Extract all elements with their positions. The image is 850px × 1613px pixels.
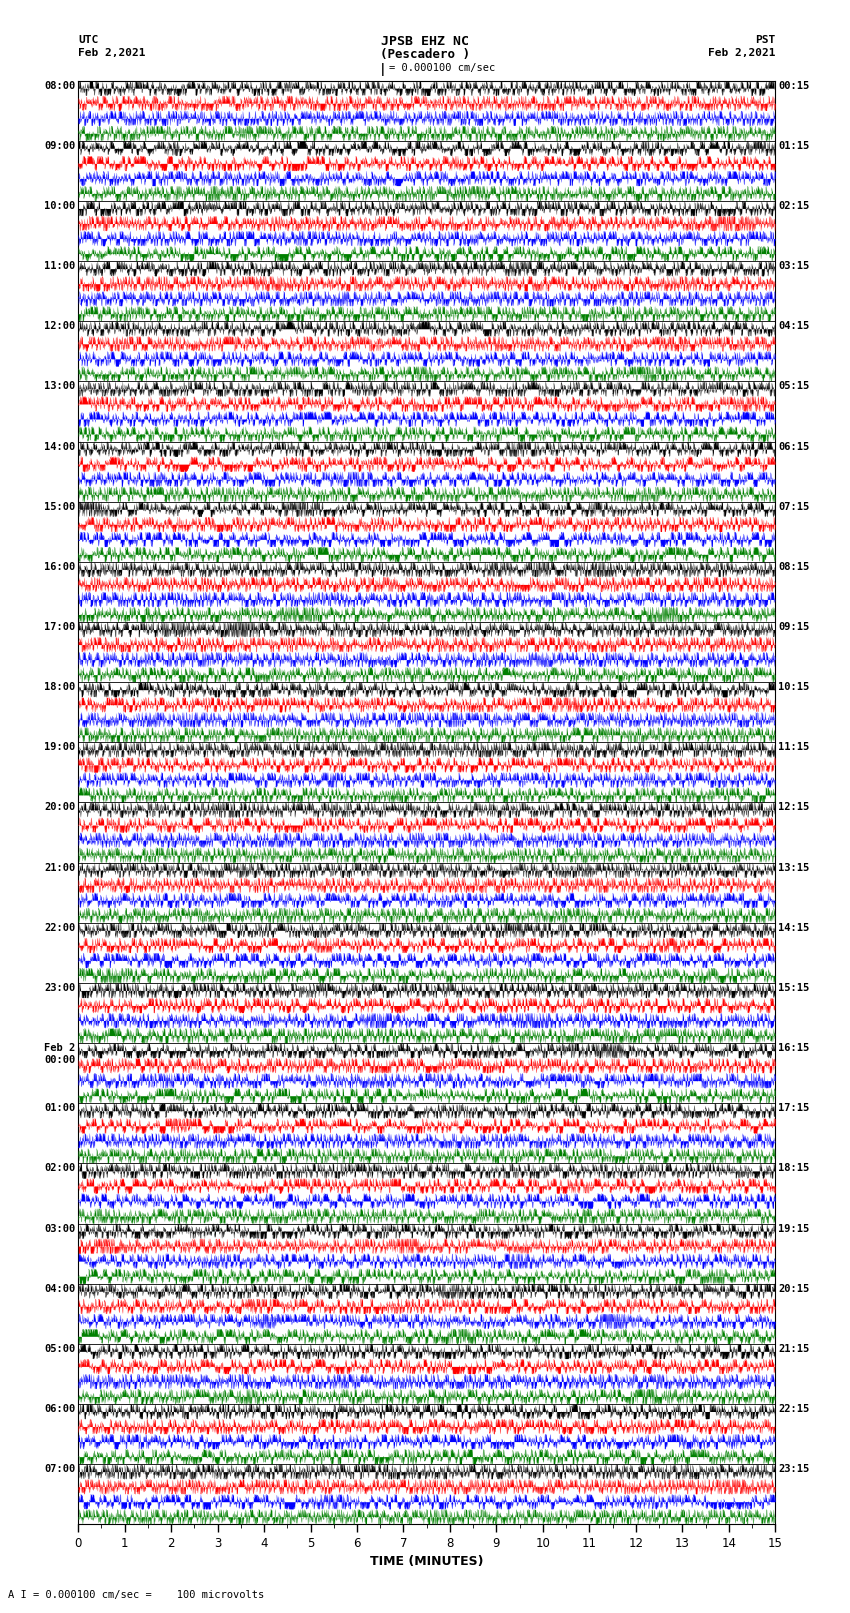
Text: 23:00: 23:00 [44, 982, 76, 994]
Text: 08:00: 08:00 [44, 81, 76, 90]
Text: 13:00: 13:00 [44, 381, 76, 392]
Text: 01:15: 01:15 [778, 140, 809, 150]
Text: 01:00: 01:00 [44, 1103, 76, 1113]
Text: 13:15: 13:15 [778, 863, 809, 873]
Text: 04:00: 04:00 [44, 1284, 76, 1294]
Text: 09:00: 09:00 [44, 140, 76, 150]
Text: (Pescadero ): (Pescadero ) [380, 48, 470, 61]
Text: 23:15: 23:15 [778, 1465, 809, 1474]
Text: 08:15: 08:15 [778, 561, 809, 573]
Text: 20:00: 20:00 [44, 803, 76, 813]
Text: 02:15: 02:15 [778, 202, 809, 211]
Text: 05:00: 05:00 [44, 1344, 76, 1353]
Text: 14:00: 14:00 [44, 442, 76, 452]
Text: 18:00: 18:00 [44, 682, 76, 692]
Text: 04:15: 04:15 [778, 321, 809, 331]
Text: 15:15: 15:15 [778, 982, 809, 994]
Text: 06:15: 06:15 [778, 442, 809, 452]
Text: 07:15: 07:15 [778, 502, 809, 511]
Text: 12:15: 12:15 [778, 803, 809, 813]
Text: 17:00: 17:00 [44, 623, 76, 632]
Text: 21:15: 21:15 [778, 1344, 809, 1353]
Text: 03:00: 03:00 [44, 1224, 76, 1234]
Text: UTC: UTC [78, 35, 99, 45]
Text: 16:00: 16:00 [44, 561, 76, 573]
Text: Feb 2
00:00: Feb 2 00:00 [44, 1044, 76, 1065]
X-axis label: TIME (MINUTES): TIME (MINUTES) [370, 1555, 484, 1568]
Text: 19:00: 19:00 [44, 742, 76, 752]
Text: JPSB EHZ NC: JPSB EHZ NC [381, 35, 469, 48]
Text: 16:15: 16:15 [778, 1044, 809, 1053]
Text: 18:15: 18:15 [778, 1163, 809, 1173]
Text: 22:15: 22:15 [778, 1403, 809, 1415]
Text: 06:00: 06:00 [44, 1403, 76, 1415]
Text: 00:15: 00:15 [778, 81, 809, 90]
Text: 20:15: 20:15 [778, 1284, 809, 1294]
Text: 19:15: 19:15 [778, 1224, 809, 1234]
Text: |: | [379, 63, 387, 76]
Text: 02:00: 02:00 [44, 1163, 76, 1173]
Text: 10:15: 10:15 [778, 682, 809, 692]
Text: 15:00: 15:00 [44, 502, 76, 511]
Text: 22:00: 22:00 [44, 923, 76, 932]
Text: 11:15: 11:15 [778, 742, 809, 752]
Text: 09:15: 09:15 [778, 623, 809, 632]
Text: 07:00: 07:00 [44, 1465, 76, 1474]
Text: Feb 2,2021: Feb 2,2021 [708, 48, 775, 58]
Text: Feb 2,2021: Feb 2,2021 [78, 48, 145, 58]
Text: 05:15: 05:15 [778, 381, 809, 392]
Text: 10:00: 10:00 [44, 202, 76, 211]
Text: 14:15: 14:15 [778, 923, 809, 932]
Text: = 0.000100 cm/sec: = 0.000100 cm/sec [389, 63, 496, 73]
Text: 17:15: 17:15 [778, 1103, 809, 1113]
Text: 03:15: 03:15 [778, 261, 809, 271]
Text: 21:00: 21:00 [44, 863, 76, 873]
Text: PST: PST [755, 35, 775, 45]
Text: A I = 0.000100 cm/sec =    100 microvolts: A I = 0.000100 cm/sec = 100 microvolts [8, 1590, 264, 1600]
Text: 12:00: 12:00 [44, 321, 76, 331]
Text: 11:00: 11:00 [44, 261, 76, 271]
